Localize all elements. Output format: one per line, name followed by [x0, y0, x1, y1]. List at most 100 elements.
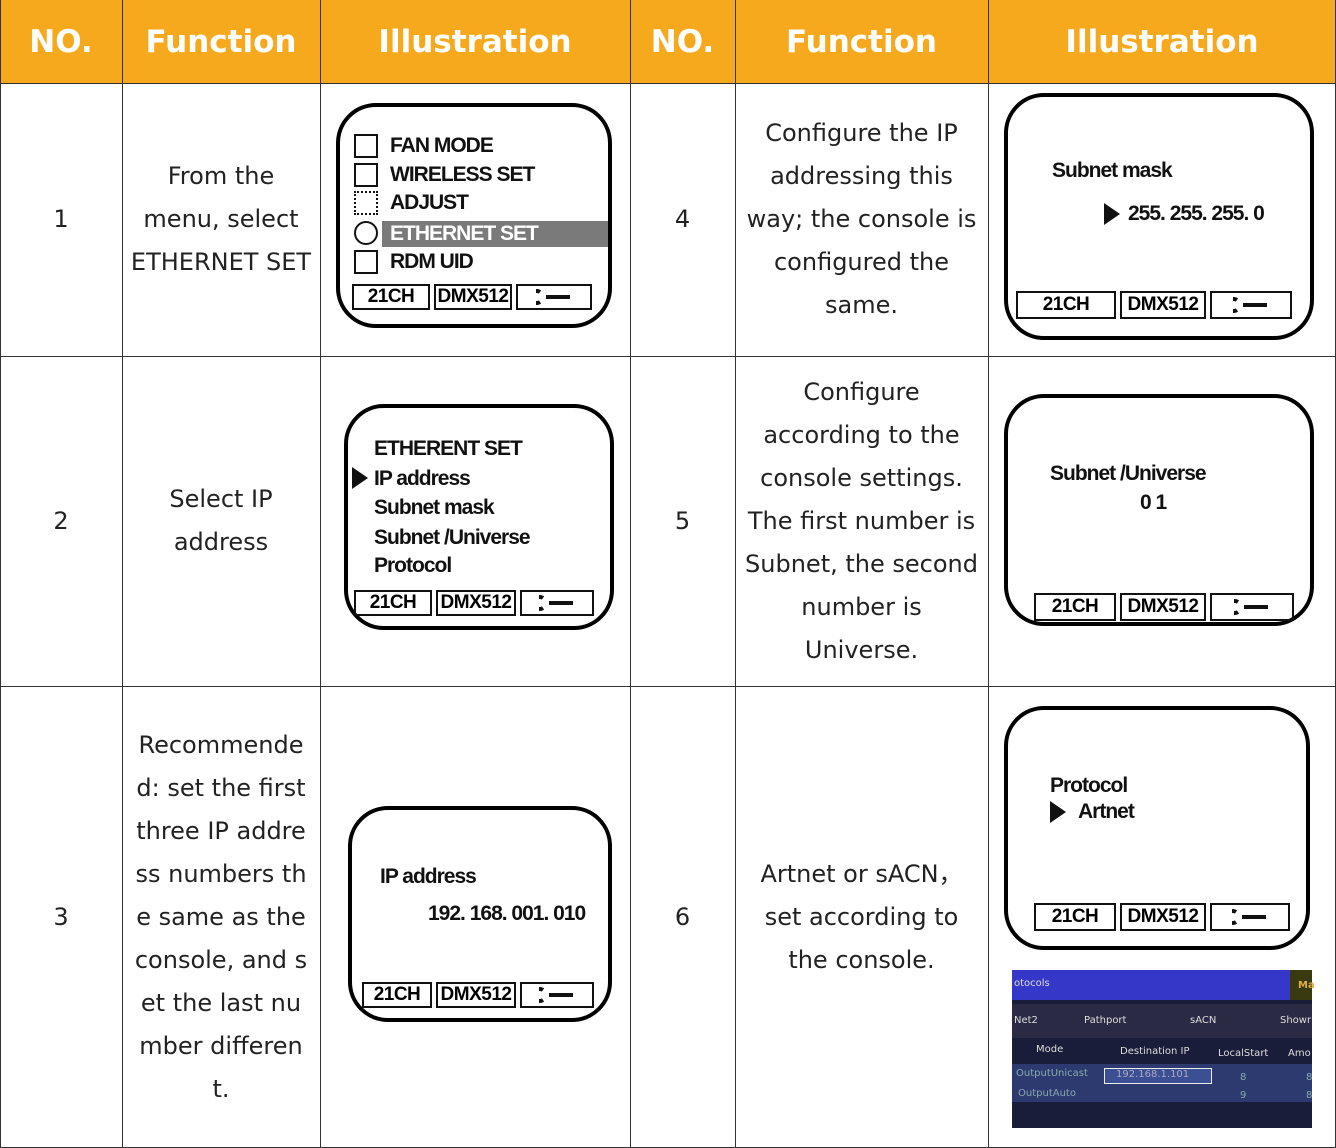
icon	[354, 221, 378, 245]
lcd-screen	[336, 103, 612, 328]
grid-line	[988, 0, 989, 1148]
console-cell: 9	[1240, 1090, 1247, 1101]
footer-box	[516, 284, 592, 310]
screen-title: Protocol	[1050, 774, 1128, 797]
footer-box: 21CH	[362, 982, 432, 1008]
footer-box: 21CH	[1016, 291, 1116, 319]
footer-box	[520, 590, 594, 616]
menu-item: RDM UID	[390, 250, 474, 273]
grid-line	[0, 0, 1, 1148]
console-titlebar	[1012, 970, 1312, 1000]
console-tab: Showr	[1280, 1015, 1312, 1026]
function-text: Artnet or sACN，set according to the cons…	[760, 859, 963, 974]
footer-box: DMX512	[436, 590, 516, 616]
footer-box	[1210, 593, 1294, 621]
wrench-icon	[1233, 297, 1267, 313]
header-cell: NO.	[29, 23, 93, 60]
console-tab: Pathport	[1084, 1015, 1127, 1026]
screen-title: IP address	[380, 865, 477, 888]
footer-box: 21CH	[354, 590, 432, 616]
footer-box: DMX512	[434, 284, 512, 310]
function-text: From the menu, select ETHERNET SET	[130, 162, 312, 276]
console-cell: OutputUnicast	[1016, 1068, 1088, 1079]
icon	[354, 191, 378, 215]
footer-box: 21CH	[352, 284, 430, 310]
console-input	[1104, 1068, 1212, 1084]
console-column: Amo	[1288, 1048, 1311, 1059]
row-number: 2	[53, 506, 69, 535]
console-corner	[1290, 970, 1312, 1000]
grid-line	[735, 0, 736, 1148]
icon	[354, 134, 378, 158]
lcd-screen	[344, 404, 614, 630]
lcd-screen	[1004, 706, 1310, 950]
row-number: 5	[674, 506, 691, 535]
wrench-icon	[539, 595, 573, 611]
footer-box: DMX512	[1120, 593, 1206, 621]
console-cell: 8	[1306, 1090, 1313, 1101]
grid-line	[122, 0, 123, 1148]
footer-box	[1210, 903, 1290, 931]
console-column: Destination IP	[1120, 1046, 1190, 1057]
lcd-screen	[348, 806, 612, 1022]
grid-line	[0, 83, 1336, 84]
arrow-icon	[1050, 801, 1066, 823]
header-cell: NO.	[650, 23, 715, 60]
header-cell: Illustration	[378, 23, 572, 60]
menu-item: WIRELESS SET	[390, 163, 535, 186]
function-text: Configure the IP addressing this way; th…	[746, 119, 977, 319]
console-cell: 192.168.1.101	[1116, 1069, 1190, 1080]
icon	[354, 163, 378, 187]
screen-title: ETHERENT SET	[374, 437, 523, 460]
row-number: 6	[674, 902, 691, 931]
wrench-icon	[539, 987, 573, 1003]
grid-line	[630, 0, 631, 1148]
header-bg	[0, 0, 1336, 83]
menu-item: ADJUST	[390, 191, 469, 214]
menu-item: ETHERNET SET	[390, 222, 539, 245]
console-cell: 8	[1306, 1072, 1313, 1083]
grid-line	[0, 686, 1336, 687]
function-text: Select IP address	[169, 485, 273, 556]
footer-box: 21CH	[1034, 593, 1116, 621]
function-text: Configure according to the console setti…	[745, 377, 978, 664]
footer-box: DMX512	[1120, 903, 1206, 931]
header-cell: Function	[786, 23, 937, 60]
arrow-icon	[352, 467, 368, 489]
screen-title: Subnet mask	[1052, 159, 1173, 182]
console-text: Ma	[1298, 980, 1315, 991]
row-number: 1	[53, 205, 69, 233]
console-tab: sACN	[1190, 1015, 1217, 1026]
console-text: otocols	[1014, 978, 1050, 989]
console-tabs	[1012, 1004, 1312, 1038]
menu-item: FAN MODE	[390, 134, 494, 157]
footer-box	[520, 982, 594, 1008]
header-cell: Illustration	[1065, 23, 1259, 60]
console-column: Mode	[1036, 1044, 1064, 1055]
row-number: 4	[674, 205, 691, 233]
console-tab: Net2	[1014, 1015, 1038, 1026]
lcd-screen	[1004, 93, 1314, 340]
grid-line	[0, 356, 1336, 357]
wrench-icon	[536, 289, 570, 305]
row-number: 3	[53, 902, 69, 931]
screen-value: 0 1	[1140, 491, 1167, 514]
screen-value: Artnet	[1078, 800, 1135, 823]
console-cell: OutputAuto	[1018, 1088, 1076, 1099]
screen-value: 192. 168. 001. 010	[428, 902, 586, 925]
lcd-screen	[1004, 394, 1314, 626]
footer-box: 21CH	[1034, 903, 1116, 931]
wrench-icon	[1234, 599, 1268, 615]
function-text: Recommended: set the first three IP addr…	[134, 730, 308, 1103]
screen-value: 255. 255. 255. 0	[1128, 202, 1265, 225]
console-cell: 8	[1240, 1072, 1247, 1083]
console-column: LocalStart	[1218, 1048, 1269, 1059]
arrow-icon	[1104, 203, 1120, 225]
menu-item: Protocol	[374, 554, 452, 577]
header-cell: Function	[145, 23, 297, 60]
highlight-bar	[382, 221, 608, 247]
icon	[354, 250, 378, 274]
grid-line	[320, 0, 321, 1148]
menu-item: Subnet /Universe	[374, 526, 531, 549]
